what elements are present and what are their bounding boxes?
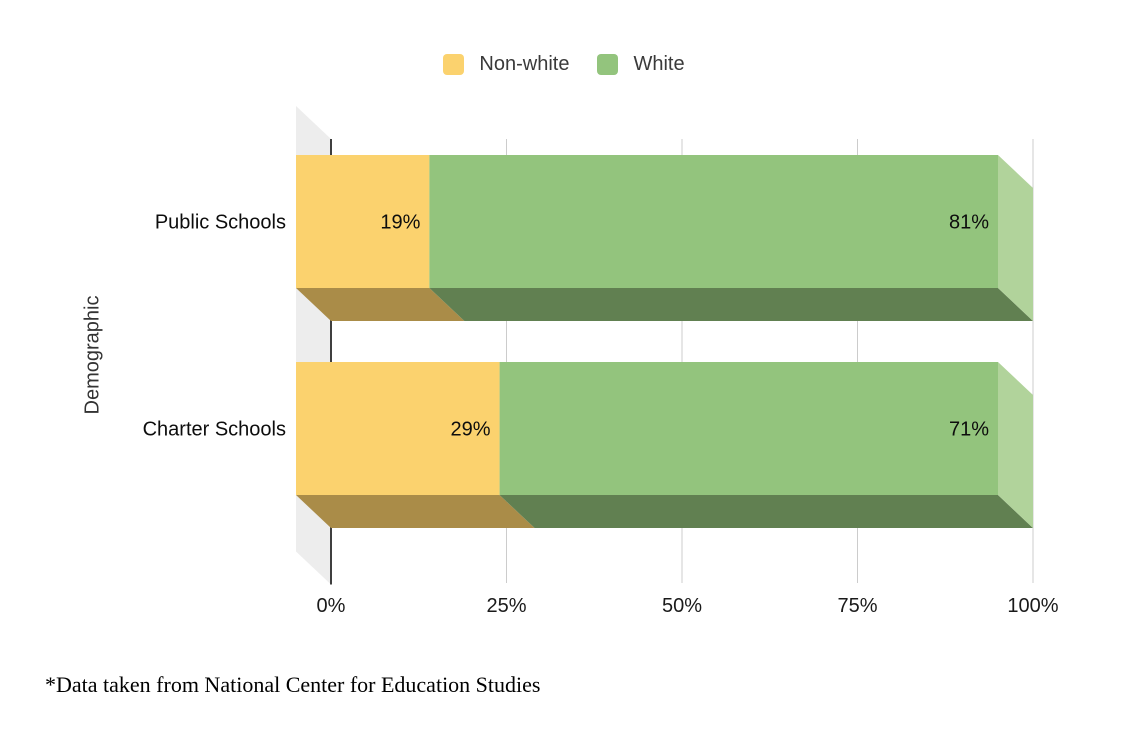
legend-swatch-non-white-icon bbox=[443, 54, 465, 75]
footnote: *Data taken from National Center for Edu… bbox=[45, 672, 541, 697]
bar-segment-bottom-face bbox=[429, 288, 1033, 321]
bar-segment-bottom-face bbox=[499, 495, 1034, 528]
bar-segment-front bbox=[429, 155, 998, 288]
legend: Non-white White bbox=[0, 53, 1128, 76]
bar-segment-bottom-face bbox=[296, 288, 465, 321]
legend-label-non-white: Non-white bbox=[479, 53, 570, 75]
value-label: 71% bbox=[949, 419, 989, 441]
value-label: 29% bbox=[451, 419, 491, 441]
legend-label-white: White bbox=[633, 53, 685, 75]
bar-segment-front bbox=[296, 155, 430, 288]
legend-swatch-white-icon bbox=[597, 54, 619, 75]
x-tick-label: 50% bbox=[662, 595, 702, 617]
legend-item-non-white: Non-white bbox=[443, 53, 569, 76]
x-tick-label: 100% bbox=[1007, 595, 1058, 617]
bar-segment-front bbox=[296, 362, 500, 495]
bar-segment-bottom-face bbox=[296, 495, 535, 528]
bar-end-cap bbox=[998, 362, 1033, 528]
category-label: Charter Schools bbox=[143, 419, 286, 441]
legend-item-white: White bbox=[597, 53, 685, 76]
value-label: 81% bbox=[949, 212, 989, 234]
x-tick-label: 25% bbox=[486, 595, 526, 617]
bar-end-cap bbox=[998, 155, 1033, 321]
x-tick-label: 75% bbox=[837, 595, 877, 617]
x-tick-label: 0% bbox=[317, 595, 346, 617]
bar-segment-front bbox=[499, 362, 998, 495]
value-label: 19% bbox=[380, 212, 420, 234]
category-label: Public Schools bbox=[155, 212, 286, 234]
